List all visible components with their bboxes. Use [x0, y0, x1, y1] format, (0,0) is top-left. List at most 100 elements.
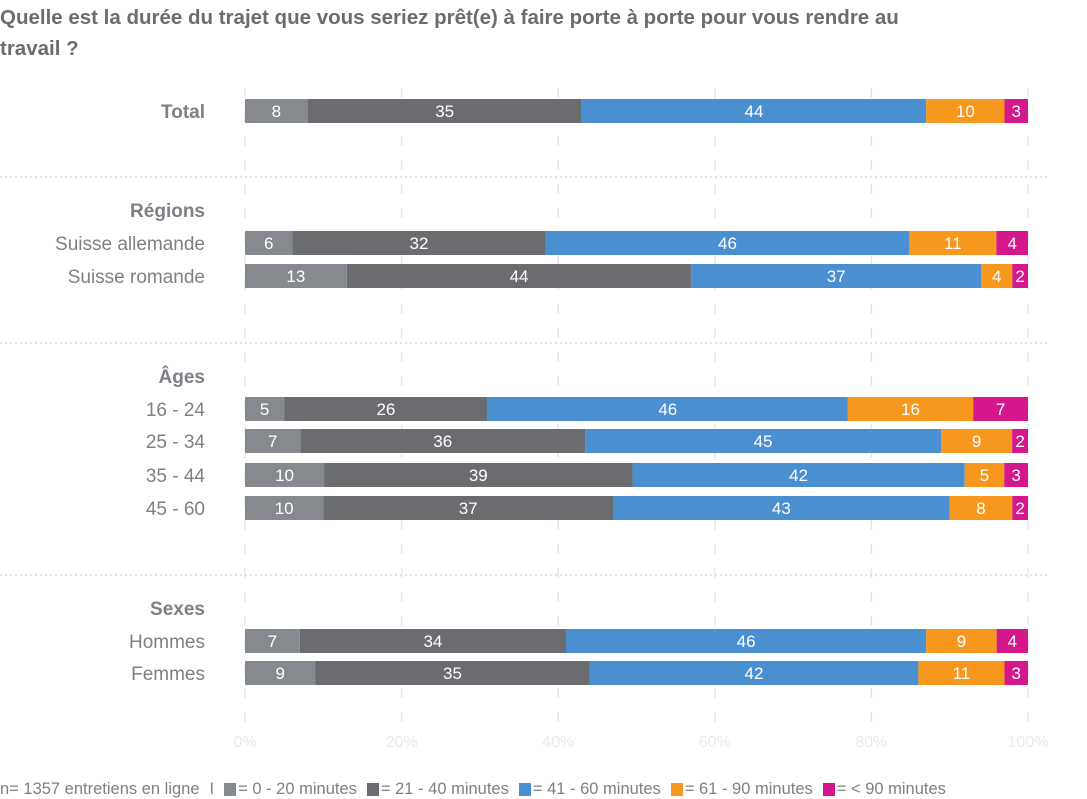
x-tick-label: 80% — [855, 734, 887, 751]
data-label: 37 — [459, 499, 478, 518]
data-label: 9 — [972, 432, 981, 451]
bar-segment-21-40 — [346, 264, 692, 288]
data-label: 8 — [976, 499, 985, 518]
data-label: 43 — [772, 499, 791, 518]
bar-segment-0-20 — [245, 463, 325, 487]
bar-segment-lt90 — [973, 397, 1028, 421]
group-heading: Âges — [159, 366, 205, 388]
bar-segment-lt90 — [1012, 496, 1028, 520]
bar-segment-41-60 — [545, 231, 910, 255]
data-label: 3 — [1012, 102, 1021, 121]
sample-note: n= 1357 entretiens en ligne — [0, 780, 200, 798]
row-label: Total — [161, 102, 205, 123]
legend-swatch — [518, 783, 531, 796]
row-label: Suisse allemande — [55, 234, 205, 255]
bar-segment-21-40 — [292, 231, 546, 255]
row-label: 25 - 34 — [146, 432, 206, 453]
x-tick-label: 40% — [542, 734, 574, 751]
bar-segment-lt90 — [1012, 429, 1028, 453]
data-label: 10 — [275, 466, 294, 485]
data-label: 2 — [1015, 499, 1024, 518]
data-label: 32 — [410, 234, 429, 253]
bar-segment-21-40 — [315, 661, 590, 685]
data-label: 5 — [260, 400, 269, 419]
data-label: 4 — [1008, 632, 1017, 651]
bar-segment-61-90 — [949, 496, 1013, 520]
bar-segment-lt90 — [1004, 661, 1028, 685]
data-label: 37 — [827, 267, 846, 286]
legend-label: = 61 - 90 minutes — [684, 780, 813, 798]
chart-title: Quelle est la durée du trajet que vous s… — [0, 6, 899, 60]
row-label: 45 - 60 — [146, 499, 205, 520]
legend-swatch — [366, 783, 379, 796]
data-label: 35 — [435, 102, 454, 121]
bar-segment-61-90 — [909, 231, 997, 255]
bar-segment-0-20 — [245, 429, 301, 453]
footer-separator: I — [209, 780, 215, 798]
bar-segment-41-60 — [613, 496, 950, 520]
bar-segment-61-90 — [926, 629, 997, 653]
x-tick-label: 20% — [386, 734, 418, 751]
row-label: 35 - 44 — [146, 466, 206, 487]
bar-segment-21-40 — [324, 463, 633, 487]
bar-segment-0-20 — [245, 231, 293, 255]
bar-segment-41-60 — [589, 661, 919, 685]
bar-segment-41-60 — [487, 397, 848, 421]
data-label: 35 — [443, 664, 462, 683]
bar-segment-41-60 — [632, 463, 965, 487]
bar-segment-0-20 — [245, 99, 308, 123]
bar-segment-41-60 — [581, 99, 927, 123]
data-label: 39 — [469, 466, 488, 485]
data-label: 5 — [980, 466, 989, 485]
row-label: 16 - 24 — [146, 400, 206, 421]
legend-label: = 0 - 20 minutes — [238, 780, 357, 798]
bar-segment-lt90 — [1004, 463, 1028, 487]
data-label: 44 — [510, 267, 529, 286]
data-label: 34 — [423, 632, 442, 651]
bar-segment-21-40 — [284, 397, 488, 421]
data-label: 10 — [956, 102, 975, 121]
data-label: 42 — [744, 664, 763, 683]
bar-segment-21-40 — [299, 629, 567, 653]
row-label: Suisse romande — [68, 267, 205, 288]
legend: = 0 - 20 minutes = 21 - 40 minutes = 41 - … — [218, 780, 950, 799]
x-tick-label: 100% — [1008, 734, 1049, 751]
chart-footer: n= 1357 entretiens en ligne I = 0 - 20 m… — [0, 780, 950, 799]
legend-swatch — [822, 783, 835, 796]
data-label: 7 — [268, 632, 277, 651]
data-label: 36 — [433, 432, 452, 451]
data-label: 3 — [1011, 466, 1020, 485]
stacked-bar-chart: 0% 20% 40% 60% 80% 100%Total 8 35 44 10 3RégionsSu… — [0, 88, 1050, 751]
bar-segment-0-20 — [245, 661, 316, 685]
row-label: Hommes — [129, 632, 205, 653]
bar-segment-61-90 — [981, 264, 1013, 288]
data-label: 44 — [744, 102, 763, 121]
data-label: 45 — [754, 432, 773, 451]
bar-segment-lt90 — [1012, 264, 1028, 288]
bar-segment-0-20 — [245, 629, 300, 653]
legend-swatch — [224, 783, 237, 796]
legend-swatch — [670, 783, 683, 796]
data-label: 46 — [718, 234, 737, 253]
data-label: 6 — [264, 234, 273, 253]
bar-segment-21-40 — [323, 496, 614, 520]
row-label: Femmes — [131, 664, 205, 685]
data-label: 3 — [1012, 664, 1021, 683]
data-label: 2 — [1015, 267, 1024, 286]
bar-segment-61-90 — [941, 429, 1013, 453]
data-label: 4 — [1007, 234, 1016, 253]
data-label: 46 — [737, 632, 756, 651]
bar-segment-21-40 — [300, 429, 586, 453]
bar-segment-61-90 — [847, 397, 974, 421]
x-tick-label: 0% — [233, 734, 256, 751]
data-label: 8 — [272, 102, 281, 121]
bar-segment-61-90 — [964, 463, 1005, 487]
data-label: 16 — [901, 400, 920, 419]
bar-segment-41-60 — [566, 629, 927, 653]
data-label: 4 — [992, 267, 1001, 286]
x-tick-label: 60% — [699, 734, 731, 751]
legend-label: = < 90 minutes — [836, 780, 946, 798]
data-label: 9 — [957, 632, 966, 651]
group-heading: Sexes — [150, 599, 205, 620]
data-label: 11 — [944, 234, 962, 253]
